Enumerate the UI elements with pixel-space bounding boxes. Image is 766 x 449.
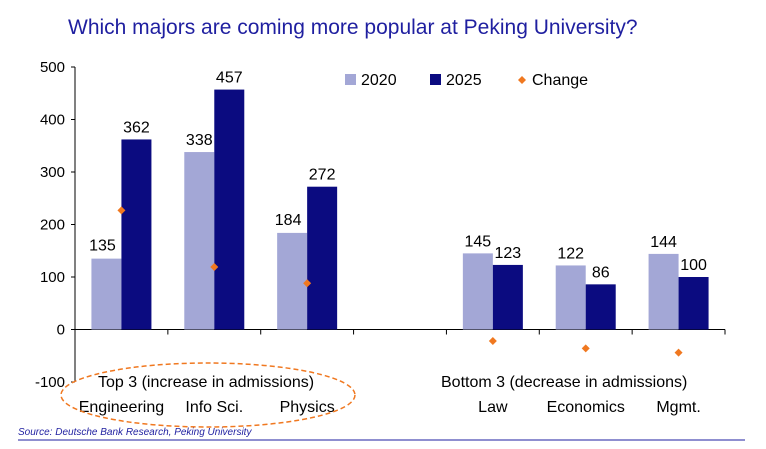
- category-label: Mgmt.: [656, 399, 700, 416]
- y-tick-label: 200: [40, 217, 65, 234]
- category-label: Law: [478, 399, 508, 416]
- category-label: Economics: [547, 399, 625, 416]
- bar-value-label: 100: [680, 257, 707, 274]
- change-marker: [210, 263, 219, 272]
- bar-2020: [277, 232, 308, 330]
- y-tick-label: -100: [35, 374, 65, 391]
- bar-2020: [91, 258, 122, 330]
- y-tick-label: 400: [40, 112, 65, 129]
- legend-diamond-change: [518, 76, 526, 84]
- y-tick-label: 100: [40, 269, 65, 286]
- bar-2020: [648, 253, 679, 330]
- bar-2025: [492, 264, 523, 330]
- change-markers: [117, 206, 683, 357]
- legend-label-2025: 2025: [446, 72, 482, 89]
- bar-2025: [678, 277, 709, 330]
- category-label: Physics: [280, 399, 335, 416]
- bar-value-label: 272: [309, 167, 336, 184]
- legend-swatch-2020: [345, 74, 356, 85]
- bar-value-label: 457: [216, 70, 243, 87]
- bar-2025: [585, 284, 616, 330]
- bar-value-label: 145: [465, 233, 492, 250]
- category-label: Engineering: [79, 399, 164, 416]
- category-label: Info Sci.: [185, 399, 243, 416]
- bar-2020: [462, 253, 493, 330]
- bar-value-label: 86: [592, 264, 610, 281]
- legend-label-2020: 2020: [361, 72, 397, 89]
- change-marker: [674, 348, 683, 357]
- group-label-top3: Top 3 (increase in admissions): [98, 374, 314, 391]
- bar-2025: [307, 186, 338, 330]
- chart-title: Which majors are coming more popular at …: [68, 16, 638, 39]
- y-tick-label: 500: [40, 59, 65, 76]
- legend-swatch-2025: [430, 74, 441, 85]
- legend: 2020 2025 Change: [345, 72, 588, 89]
- category-labels: Engineering Info Sci. Physics Law Economics M…: [79, 399, 701, 416]
- legend-label-change: Change: [532, 72, 588, 89]
- bar-2020: [184, 152, 215, 330]
- bar-2020: [555, 265, 586, 330]
- y-tick-label: 300: [40, 164, 65, 181]
- bar-value-label: 184: [275, 212, 302, 229]
- bar-value-label: 122: [557, 245, 584, 262]
- bar-value-label: 123: [495, 245, 522, 262]
- change-marker: [117, 206, 126, 215]
- bar-value-label: 135: [89, 238, 116, 255]
- source-note: Source: Deutsche Bank Research, Peking U…: [18, 427, 252, 438]
- top3-highlight-ellipse: [60, 362, 356, 428]
- bar-2025: [121, 139, 152, 330]
- y-tick-label: 0: [57, 322, 65, 339]
- bars: [91, 89, 709, 330]
- change-marker: [581, 344, 590, 353]
- change-marker: [488, 337, 497, 346]
- change-marker: [303, 279, 312, 288]
- bar-value-label: 338: [186, 132, 213, 149]
- group-label-bottom3: Bottom 3 (decrease in admissions): [441, 374, 687, 391]
- bar-value-label: 362: [123, 119, 150, 136]
- bar-2025: [214, 89, 245, 330]
- y-axis: 500 400 300 200 100 0 -100: [35, 59, 726, 391]
- bar-value-label: 144: [650, 234, 677, 251]
